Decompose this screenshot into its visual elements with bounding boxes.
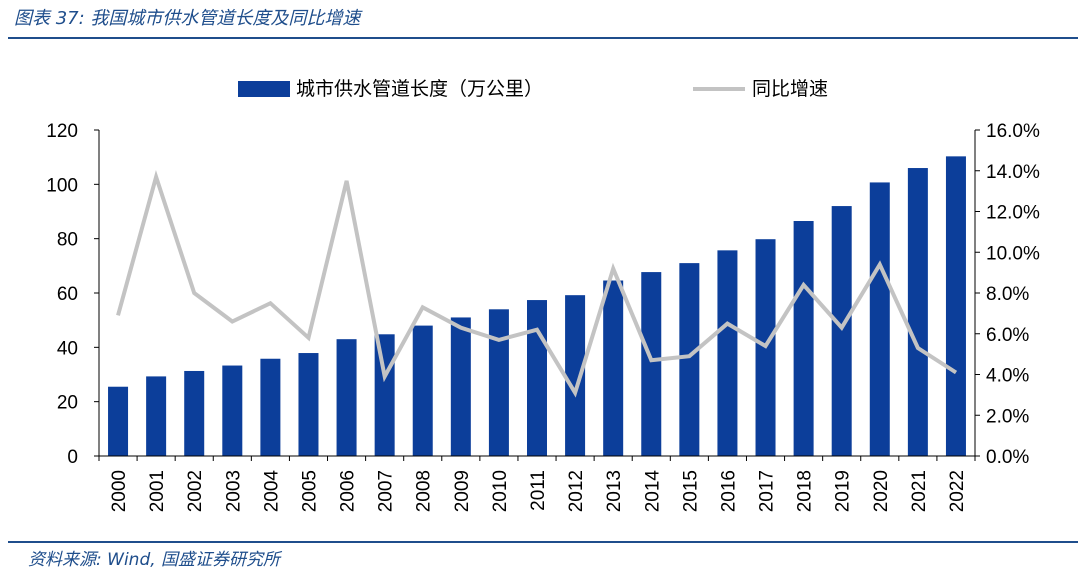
right-tick-label: 4.0% <box>986 366 1029 387</box>
bar-2020 <box>869 182 890 456</box>
left-tick-label: 60 <box>57 284 78 305</box>
bar-2004 <box>260 358 281 456</box>
x-tick-label: 2018 <box>795 470 816 512</box>
bottom-rule <box>8 541 1078 543</box>
x-tick-label: 2003 <box>223 470 244 512</box>
x-tick-label: 2001 <box>147 470 168 512</box>
bar-2001 <box>146 376 167 456</box>
x-tick-label: 2008 <box>414 470 435 512</box>
left-tick-label: 80 <box>57 230 78 251</box>
x-tick-label: 2020 <box>871 470 892 512</box>
bar-2019 <box>831 206 852 456</box>
source-note: 资料来源: Wind, 国盛证券研究所 <box>28 550 281 570</box>
bar-2003 <box>222 365 243 456</box>
right-tick-label: 16.0% <box>986 121 1040 142</box>
x-tick-label: 2013 <box>604 470 625 512</box>
left-tick-label: 20 <box>57 393 78 414</box>
x-tick-label: 2016 <box>718 470 739 512</box>
x-tick-label: 2015 <box>680 470 701 512</box>
x-tick-label: 2012 <box>566 470 587 512</box>
x-tick-label: 2021 <box>909 470 930 512</box>
growth-rate-line <box>116 169 958 398</box>
right-tick-label: 6.0% <box>986 325 1029 346</box>
x-tick-label: 2011 <box>528 470 549 511</box>
x-tick-label: 2019 <box>833 470 854 512</box>
x-tick-label: 2007 <box>376 470 397 512</box>
x-tick-label: 2017 <box>757 470 778 512</box>
bar-2021 <box>907 168 928 457</box>
x-tick-label: 2010 <box>490 470 511 512</box>
right-tick-label: 10.0% <box>986 243 1040 264</box>
x-tick-label: 2009 <box>452 470 473 512</box>
top-rule <box>8 37 1078 39</box>
left-tick-label: 40 <box>57 338 78 359</box>
legend-bar-swatch <box>238 81 290 97</box>
bar-2006 <box>336 339 357 456</box>
figure-title: 图表 37: 我国城市供水管道长度及同比增速 <box>14 8 361 29</box>
x-tick-label: 2002 <box>185 470 206 512</box>
x-tick-label: 2022 <box>947 470 968 512</box>
bar-2013 <box>603 280 624 456</box>
right-tick-label: 0.0% <box>986 447 1029 468</box>
legend-bar-label: 城市供水管道长度（万公里） <box>296 78 543 100</box>
bar-2005 <box>298 353 319 456</box>
x-tick-label: 2005 <box>299 470 320 512</box>
x-tick-label: 2014 <box>642 470 663 513</box>
bar-2016 <box>717 250 738 456</box>
bar-2015 <box>679 263 700 456</box>
x-tick-label: 2006 <box>338 470 359 512</box>
bar-2018 <box>793 221 814 456</box>
bar-2012 <box>565 295 586 456</box>
bar-2000 <box>108 386 129 456</box>
bar-2022 <box>945 156 966 456</box>
bar-2009 <box>450 317 471 456</box>
bar-2002 <box>184 370 205 456</box>
legend-line-label: 同比增速 <box>752 78 828 100</box>
bar-2014 <box>641 272 662 456</box>
right-tick-label: 12.0% <box>986 203 1040 224</box>
right-tick-label: 14.0% <box>986 162 1040 183</box>
bar-2008 <box>412 325 433 456</box>
x-tick-label: 2000 <box>109 470 130 512</box>
x-tick-label: 2004 <box>261 470 282 513</box>
right-tick-label: 2.0% <box>986 406 1029 427</box>
left-tick-label: 120 <box>46 121 78 142</box>
left-tick-label: 100 <box>46 175 78 196</box>
bar-2007 <box>374 334 395 456</box>
bar-2011 <box>527 300 547 456</box>
bar-2010 <box>488 309 509 456</box>
left-tick-label: 0 <box>67 447 78 468</box>
right-tick-label: 8.0% <box>986 284 1029 305</box>
